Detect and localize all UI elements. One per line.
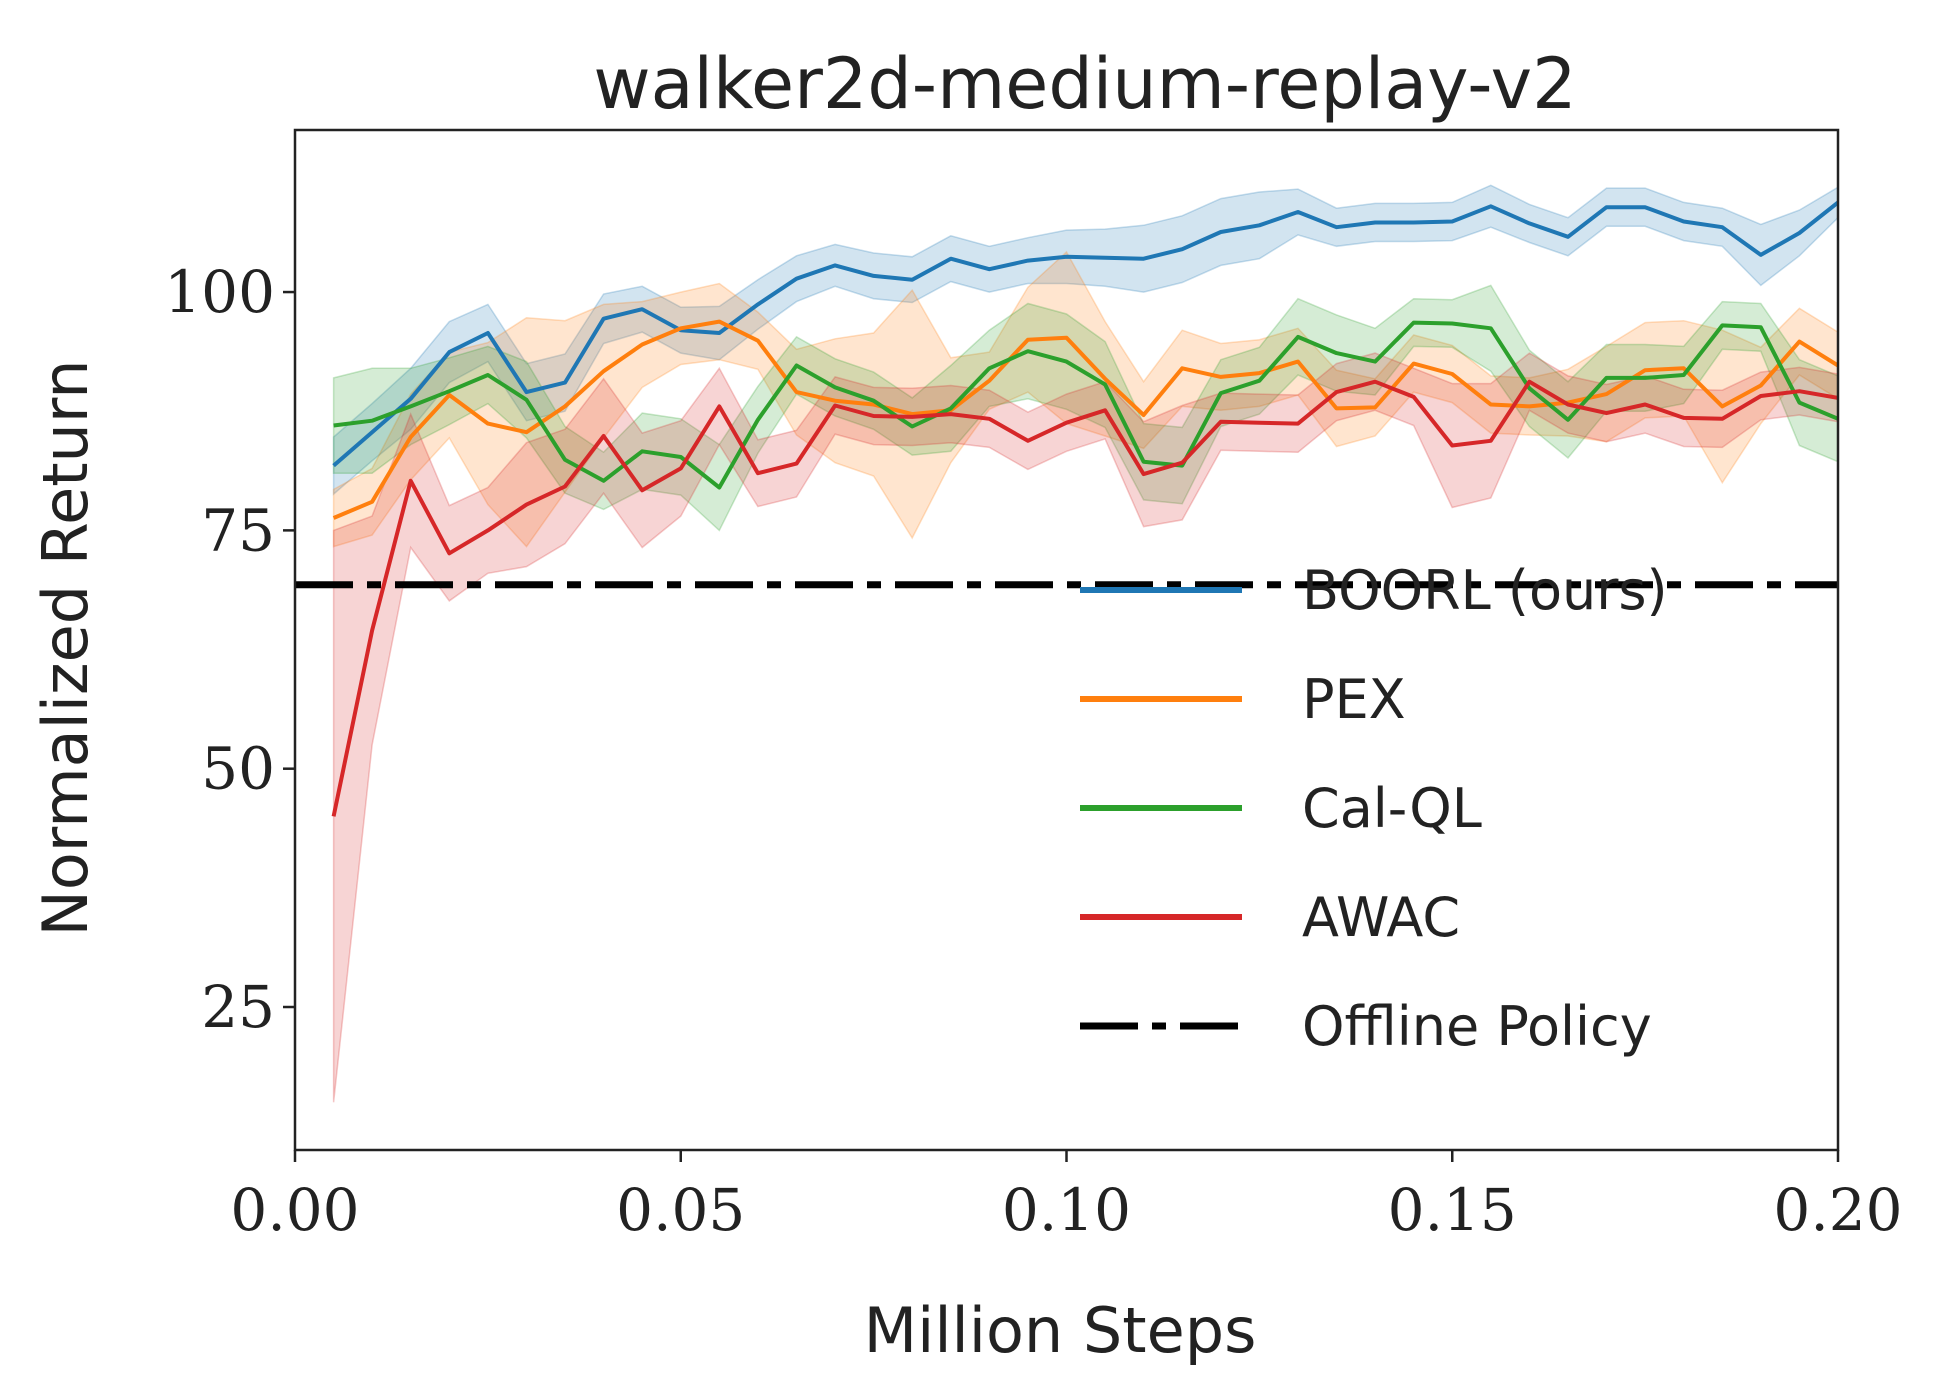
x-axis-label: Million Steps <box>864 1294 1257 1367</box>
axes: 0.00 0.05 0.10 0.15 0.20 25 50 75 100 <box>164 128 1903 1244</box>
legend-label-awac: AWAC <box>1302 886 1460 949</box>
legend-item-offline-policy: Offline Policy <box>1080 995 1652 1058</box>
y-tick-label: 25 <box>201 973 275 1041</box>
legend-item-cal-ql: Cal-QL <box>1080 777 1482 840</box>
legend-label-cal-ql: Cal-QL <box>1302 777 1482 840</box>
band-boorl-ours <box>332 184 1838 496</box>
legend-item-awac: AWAC <box>1080 886 1460 949</box>
y-tick-label: 50 <box>201 735 275 803</box>
legend-item-boorl-ours: BOORL (ours) <box>1080 559 1668 622</box>
x-tick-label: 0.00 <box>230 1176 359 1244</box>
y-tick-label: 75 <box>201 496 275 564</box>
legend-item-pex: PEX <box>1080 668 1406 731</box>
y-axis-label: Normalized Return <box>29 359 102 936</box>
x-tick-label: 0.15 <box>1388 1176 1517 1244</box>
legend-label-boorl-ours: BOORL (ours) <box>1302 559 1668 622</box>
line-cal-ql <box>333 320 1838 490</box>
band-awac <box>332 352 1838 1103</box>
legend: BOORL (ours) PEX Cal-QL AWAC Offline Policy <box>1080 559 1668 1058</box>
x-tick-label: 0.10 <box>1002 1176 1131 1244</box>
plot-area <box>295 184 1838 1103</box>
legend-label-pex: PEX <box>1302 668 1406 731</box>
line-boorl-ours <box>332 200 1838 468</box>
y-tick-label: 100 <box>164 258 275 326</box>
x-tick-label: 0.05 <box>616 1176 745 1244</box>
line-awac <box>331 379 1838 817</box>
x-tick-label: 0.20 <box>1773 1176 1902 1244</box>
legend-label-offline-policy: Offline Policy <box>1302 995 1652 1058</box>
plot-series <box>331 184 1838 1103</box>
band-cal-ql <box>332 284 1838 532</box>
chart-title: walker2d-medium-replay-v2 <box>593 43 1576 125</box>
